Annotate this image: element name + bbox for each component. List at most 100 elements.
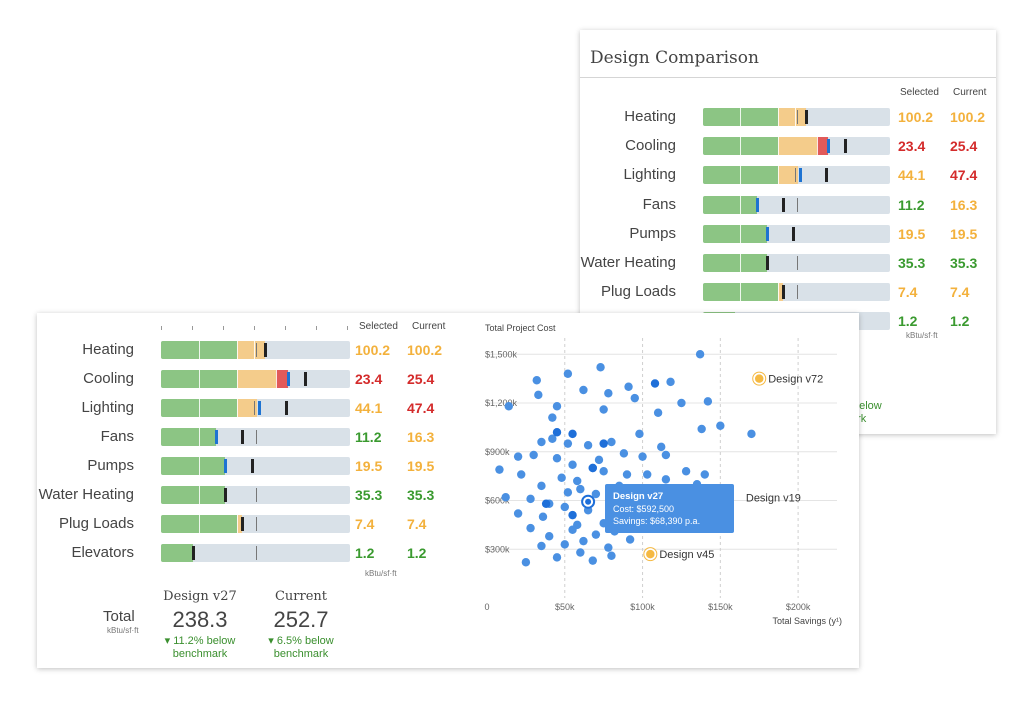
data-points[interactable] — [495, 350, 756, 567]
design-point[interactable] — [552, 428, 562, 437]
design-point[interactable] — [697, 424, 706, 434]
energy-bar-cooling[interactable] — [161, 370, 350, 388]
energy-bar-lighting[interactable] — [161, 399, 350, 417]
energy-bar-heating[interactable] — [703, 108, 890, 126]
highlight-marker[interactable] — [644, 548, 657, 560]
design-point[interactable] — [568, 429, 577, 439]
energy-bar-elevators[interactable] — [161, 544, 350, 562]
design-point[interactable] — [599, 467, 608, 476]
design-point[interactable] — [545, 532, 554, 541]
design-point[interactable] — [619, 449, 629, 458]
design-point[interactable] — [517, 470, 526, 479]
chart-title: Total Project Cost — [485, 323, 556, 333]
energy-bar-pumps[interactable] — [161, 457, 350, 475]
design-point[interactable] — [607, 437, 616, 447]
design-point[interactable] — [513, 452, 523, 461]
energy-bar-plug-loads[interactable] — [703, 283, 890, 302]
design-point[interactable] — [591, 489, 601, 499]
design-point[interactable] — [594, 455, 604, 465]
design-point[interactable] — [501, 493, 510, 502]
design-point[interactable] — [624, 382, 633, 391]
design-point[interactable] — [534, 390, 543, 400]
design-point[interactable] — [568, 510, 577, 520]
design-point[interactable] — [643, 470, 652, 479]
design-point[interactable] — [541, 499, 551, 508]
design-point[interactable] — [560, 502, 569, 512]
energy-bar-lighting[interactable] — [703, 166, 890, 185]
design-point[interactable] — [630, 393, 639, 403]
design-point[interactable] — [552, 454, 562, 463]
design-point[interactable] — [495, 465, 504, 474]
design-point[interactable] — [537, 437, 546, 447]
design-point[interactable] — [513, 509, 523, 518]
energy-bar-fans[interactable] — [703, 195, 890, 214]
design-point[interactable] — [548, 413, 557, 422]
design-point[interactable] — [576, 484, 585, 494]
design-point[interactable] — [563, 439, 573, 448]
design-point[interactable] — [504, 402, 513, 411]
design-point[interactable] — [568, 525, 577, 534]
design-point[interactable] — [537, 541, 546, 551]
design-point[interactable] — [604, 389, 613, 398]
design-point[interactable] — [588, 463, 597, 473]
design-point[interactable] — [635, 429, 644, 439]
design-point[interactable] — [532, 376, 541, 385]
design-point[interactable] — [747, 429, 756, 439]
energy-bar-heating[interactable] — [161, 341, 350, 359]
design-point[interactable] — [579, 385, 588, 395]
design-point[interactable] — [568, 460, 577, 469]
design-point[interactable] — [599, 439, 608, 448]
design-point[interactable] — [700, 470, 709, 479]
design-point[interactable] — [521, 558, 531, 567]
design-point[interactable] — [552, 553, 562, 562]
design-point[interactable] — [653, 408, 663, 417]
design-point[interactable] — [681, 467, 691, 476]
design-point[interactable] — [661, 475, 671, 484]
design-point[interactable] — [625, 535, 635, 544]
design-point[interactable] — [573, 476, 582, 486]
design-point[interactable] — [538, 512, 548, 521]
design-point[interactable] — [596, 363, 605, 372]
design-point[interactable] — [537, 481, 546, 491]
design-point[interactable] — [591, 530, 601, 539]
design-point[interactable] — [607, 551, 616, 560]
design-point[interactable] — [583, 441, 593, 450]
design-point[interactable] — [576, 548, 585, 557]
design-point[interactable] — [599, 405, 608, 414]
design-point[interactable] — [560, 540, 569, 549]
highlight-marker[interactable] — [753, 372, 765, 385]
scale-tick — [254, 326, 255, 330]
design-point[interactable] — [563, 369, 573, 378]
energy-bar-water-heating[interactable] — [161, 486, 350, 504]
design-point[interactable] — [666, 377, 675, 387]
design-point[interactable] — [716, 421, 725, 430]
design-point[interactable] — [526, 523, 535, 533]
benchmark-line — [255, 488, 257, 502]
design-point[interactable] — [677, 398, 686, 408]
cost-vs-savings-scatter[interactable]: Total Project Cost Total Savings (y¹) $3… — [457, 318, 857, 648]
energy-bar-water-heating[interactable] — [703, 254, 890, 272]
design-point[interactable] — [604, 543, 613, 552]
design-point[interactable] — [579, 536, 588, 546]
design-point[interactable] — [638, 452, 647, 461]
design-point[interactable] — [650, 379, 660, 388]
design-point[interactable] — [695, 350, 705, 359]
segment-divider — [777, 283, 779, 302]
energy-bar-fans[interactable] — [161, 428, 350, 446]
design-point[interactable] — [529, 450, 538, 460]
design-point[interactable] — [552, 402, 562, 411]
design-point[interactable] — [657, 442, 666, 452]
design-point[interactable] — [588, 556, 597, 565]
energy-bar-plug-loads[interactable] — [161, 515, 350, 533]
design-point[interactable] — [557, 473, 566, 482]
energy-bar-cooling[interactable] — [703, 137, 890, 156]
design-point[interactable] — [563, 488, 573, 497]
design-point[interactable] — [622, 470, 632, 479]
design-point[interactable] — [703, 397, 713, 406]
highlighted-designs[interactable]: Design v72 Design v45 Design v19 — [581, 371, 823, 562]
design-point[interactable] — [548, 434, 557, 443]
energy-bar-pumps[interactable] — [703, 224, 890, 243]
design-point[interactable] — [661, 450, 671, 460]
tooltip-cost: Cost: $592,500 — [613, 504, 675, 514]
design-point[interactable] — [526, 494, 535, 504]
